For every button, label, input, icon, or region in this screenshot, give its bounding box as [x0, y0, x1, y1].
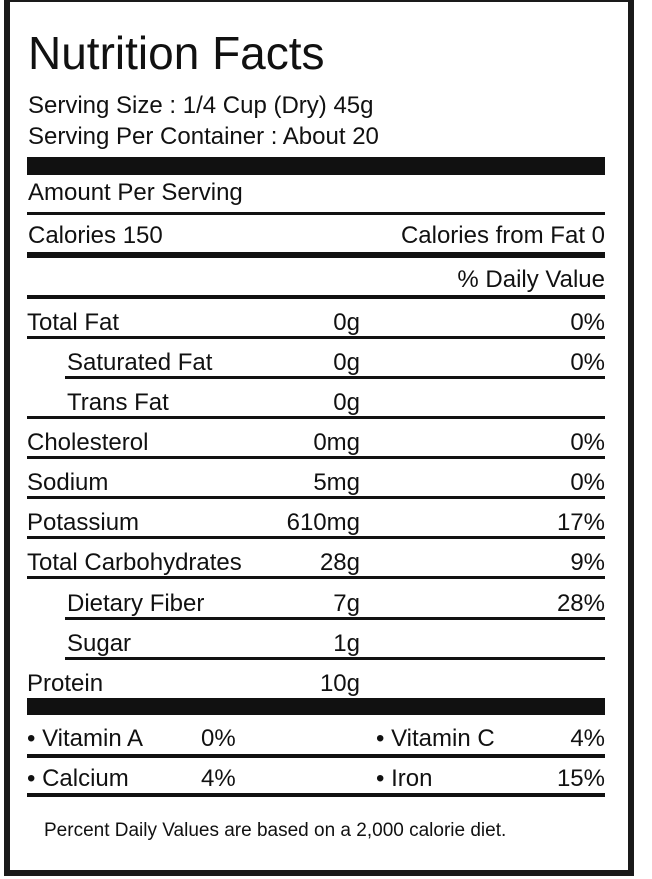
divider [27, 793, 605, 797]
nutrient-amount: 0g [333, 349, 360, 376]
nutrient-name: Saturated Fat [67, 349, 213, 376]
vitamin-name: • Vitamin C [376, 725, 495, 752]
nutrient-row-dietary-fiber: Dietary Fiber 7g 28% [27, 590, 605, 620]
nutrient-dv: 17% [556, 509, 605, 536]
vitamin-row: • Vitamin A 0% • Vitamin C 4% [27, 725, 605, 755]
nutrient-dv: 0% [570, 309, 605, 336]
nutrient-name: Trans Fat [67, 389, 169, 416]
nutrient-row-protein: Protein 10g [27, 670, 605, 700]
divider [27, 754, 605, 758]
calories: Calories 150 [28, 222, 163, 249]
nutrient-name: Cholesterol [27, 429, 149, 456]
calories-from-fat: Calories from Fat 0 [400, 222, 605, 249]
divider [27, 496, 605, 499]
thick-divider [27, 157, 605, 175]
divider [65, 376, 605, 379]
nutrient-amount: 0g [333, 389, 360, 416]
vitamin-dv: 4% [201, 765, 236, 792]
nutrient-row-sodium: Sodium 5mg 0% [27, 469, 605, 499]
nutrient-row-saturated-fat: Saturated Fat 0g 0% [27, 349, 605, 379]
vitamin-row: • Calcium 4% • Iron 15% [27, 765, 605, 795]
servings-per-container: Serving Per Container : About 20 [28, 123, 379, 150]
vitamin-name: • Calcium [27, 765, 129, 792]
divider [65, 617, 605, 620]
nutrient-row-total-carbohydrates: Total Carbohydrates 28g 9% [27, 549, 605, 579]
nutrient-name: Sugar [67, 630, 132, 657]
nutrient-name: Sodium [27, 469, 109, 496]
nutrient-row-total-fat: Total Fat 0g 0% [27, 309, 605, 339]
nutrient-amount: 28g [319, 549, 360, 576]
nutrient-amount: 7g [333, 590, 360, 617]
vitamin-dv: 4% [570, 725, 605, 752]
amount-per-serving: Amount Per Serving [28, 179, 243, 206]
divider [27, 295, 605, 299]
nutrient-amount: 0mg [313, 429, 360, 456]
vitamin-name: • Iron [376, 765, 433, 792]
daily-value-header: % Daily Value [457, 266, 605, 293]
nutrient-amount: 610mg [286, 509, 360, 536]
medium-divider [27, 252, 605, 258]
nutrient-row-sugar: Sugar 1g [27, 630, 605, 660]
serving-size: Serving Size : 1/4 Cup (Dry) 45g [28, 92, 374, 119]
nutrient-amount: 5mg [313, 469, 360, 496]
nutrient-amount: 1g [333, 630, 360, 657]
nutrient-name: Potassium [27, 509, 140, 536]
label-title: Nutrition Facts [28, 27, 325, 79]
divider [27, 416, 605, 419]
thick-divider [27, 698, 605, 715]
nutrient-dv: 28% [556, 590, 605, 617]
nutrient-name: Total Carbohydrates [27, 549, 242, 576]
divider [65, 657, 605, 660]
nutrient-dv: 0% [570, 349, 605, 376]
nutrient-name: Total Fat [27, 309, 120, 336]
nutrient-amount: 10g [319, 670, 360, 697]
nutrient-dv: 9% [570, 549, 605, 576]
divider [27, 212, 605, 215]
nutrient-dv: 0% [570, 429, 605, 456]
divider [27, 456, 605, 459]
divider [27, 536, 605, 539]
divider [27, 336, 605, 339]
nutrient-name: Protein [27, 670, 104, 697]
label-border [4, 0, 634, 876]
nutrient-amount: 0g [333, 309, 360, 336]
nutrient-row-potassium: Potassium 610mg 17% [27, 509, 605, 539]
nutrient-row-trans-fat: Trans Fat 0g [27, 389, 605, 419]
nutrient-name: Dietary Fiber [67, 590, 205, 617]
nutrient-dv: 0% [570, 469, 605, 496]
divider [27, 576, 605, 579]
footnote: Percent Daily Values are based on a 2,00… [44, 820, 507, 841]
nutrient-row-cholesterol: Cholesterol 0mg 0% [27, 429, 605, 459]
vitamin-dv: 15% [556, 765, 605, 792]
vitamin-dv: 0% [201, 725, 236, 752]
vitamin-name: • Vitamin A [27, 725, 144, 752]
